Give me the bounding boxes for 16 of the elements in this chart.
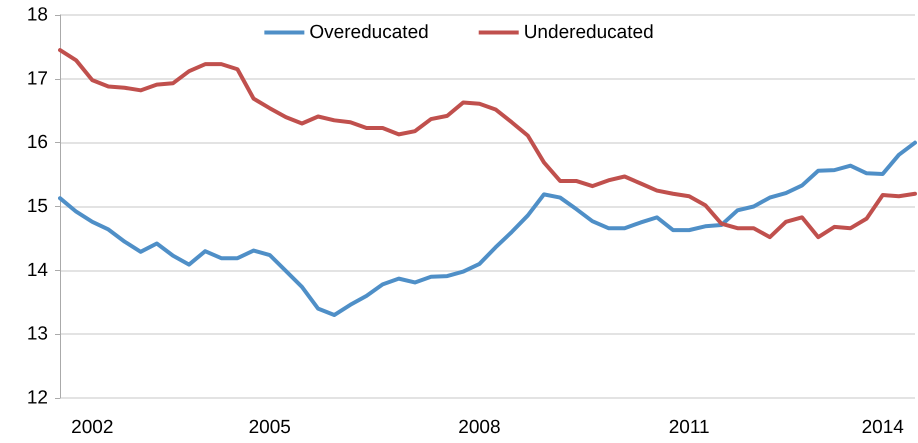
- y-tick-label: 13: [26, 324, 48, 345]
- x-tick-label: 2014: [862, 417, 904, 438]
- x-tick-label: 2011: [668, 417, 710, 438]
- legend-label: Undereducated: [524, 22, 654, 43]
- y-tick-label: 14: [26, 260, 48, 281]
- legend-label: Overeducated: [309, 22, 429, 43]
- x-tick-label: 2002: [71, 417, 114, 438]
- y-tick-label: 15: [26, 196, 48, 217]
- line-series: [58, 48, 917, 240]
- x-tick-label: 2008: [458, 417, 501, 438]
- line-series: [58, 140, 917, 318]
- y-tick-label: 16: [26, 132, 48, 154]
- y-tick-label: 17: [26, 68, 48, 90]
- y-tick-label: 12: [26, 388, 48, 408]
- y-tick-label: 18: [26, 4, 48, 26]
- x-tick-label: 2005: [248, 417, 291, 438]
